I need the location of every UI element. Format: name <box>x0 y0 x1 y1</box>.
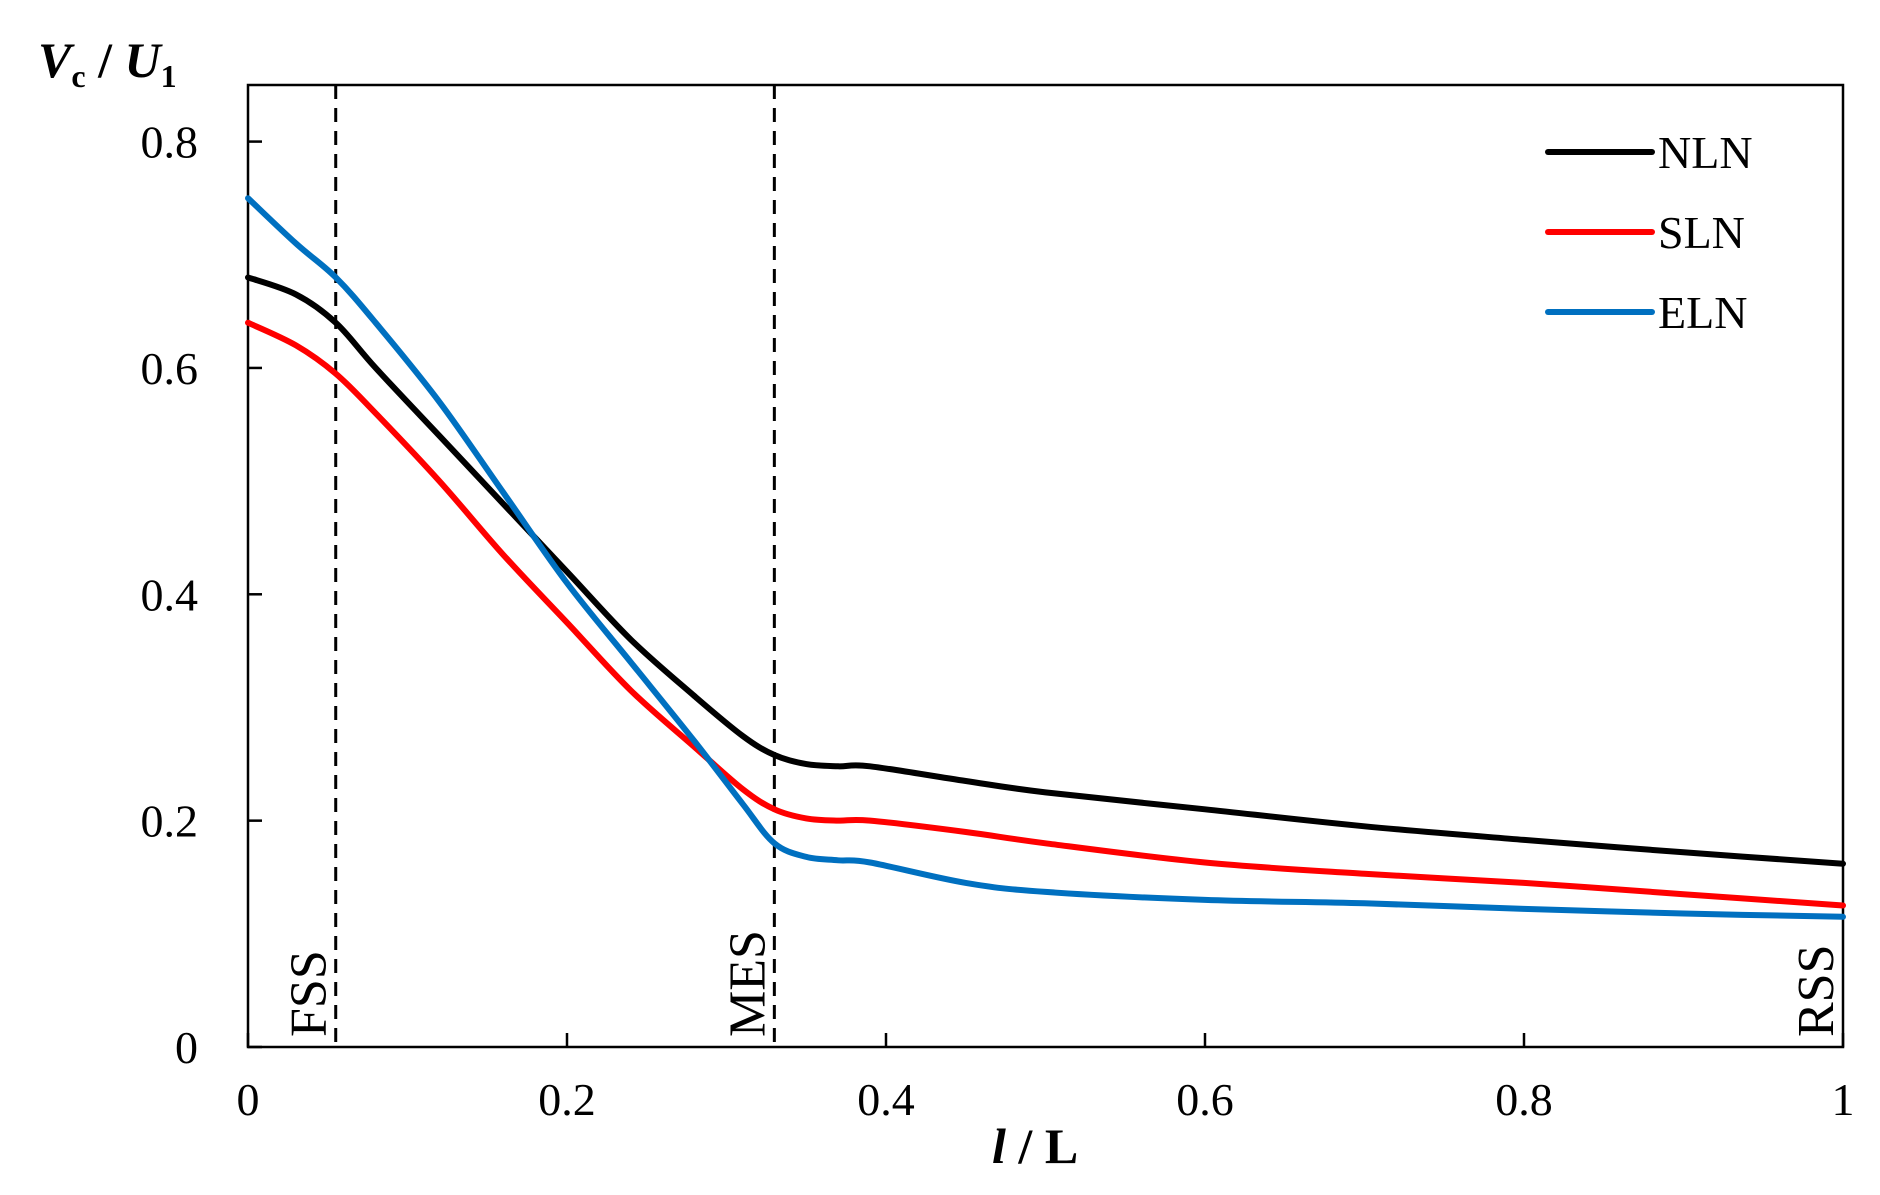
y-tick-label: 0.2 <box>141 796 199 847</box>
series-line-nln <box>245 274 1846 867</box>
x-tick-label: 0.4 <box>857 1074 915 1125</box>
x-ticks: 0 0.2 0.4 0.6 0.8 1 <box>237 1033 1855 1125</box>
x-tick-label: 0.6 <box>1176 1074 1234 1125</box>
x-axis-sep: / <box>1006 1118 1045 1174</box>
legend-label-nln: NLN <box>1658 127 1753 178</box>
series-line-eln <box>245 195 1846 920</box>
series-line-sln <box>245 319 1846 909</box>
plot-frame <box>246 83 1845 1049</box>
marker-label-mes: MES <box>719 930 776 1037</box>
legend: NLN SLN ELN <box>1545 127 1753 338</box>
y-axis-var: V <box>38 32 75 88</box>
vertical-markers: FSS MES RSS <box>281 85 1845 1047</box>
y-ticks: 0 0.2 0.4 0.6 0.8 <box>141 117 262 1073</box>
x-axis-title: l / L <box>992 1118 1078 1174</box>
x-tick-label: 0 <box>237 1074 260 1125</box>
y-tick-label: 0 <box>175 1022 198 1073</box>
y-axis-sub2: 1 <box>161 58 177 94</box>
legend-label-eln: ELN <box>1658 287 1747 338</box>
marker-label-fss: FSS <box>281 950 338 1037</box>
y-axis-title: Vc / U1 <box>38 32 177 94</box>
x-axis-rest: L <box>1045 1118 1078 1174</box>
y-tick-label: 0.6 <box>141 343 199 394</box>
x-axis-var: l <box>992 1118 1006 1174</box>
x-tick-label: 1 <box>1832 1074 1855 1125</box>
y-axis-var2: U <box>124 32 163 88</box>
y-tick-label: 0.4 <box>141 569 199 620</box>
legend-label-sln: SLN <box>1658 207 1745 258</box>
y-tick-label: 0.8 <box>141 117 199 168</box>
y-axis-sep: / <box>86 32 125 88</box>
marker-label-rss: RSS <box>1788 944 1845 1037</box>
series-lines <box>245 195 1846 920</box>
x-tick-label: 0.2 <box>538 1074 596 1125</box>
x-tick-label: 0.8 <box>1495 1074 1553 1125</box>
y-axis-sub: c <box>71 58 85 94</box>
